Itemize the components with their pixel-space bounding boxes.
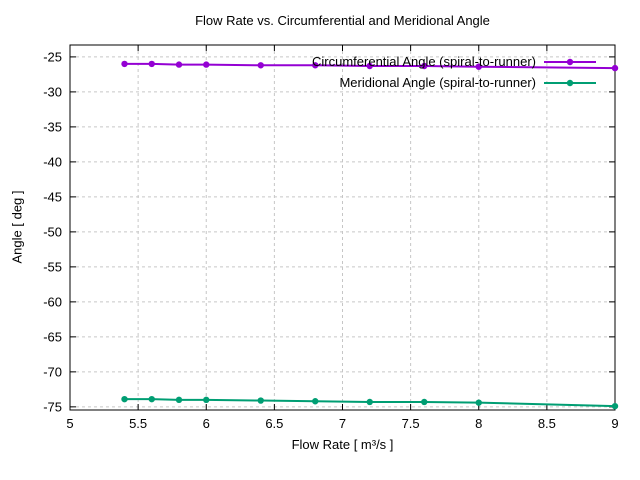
series-point [203, 396, 210, 404]
y-tick-label: -45 [43, 189, 62, 204]
legend-item: Circumferential Angle (spiral-to-runner) [312, 51, 596, 72]
y-tick-label: -70 [43, 364, 62, 379]
y-tick-label: -25 [43, 49, 62, 64]
x-tick-label: 5.5 [129, 416, 147, 431]
x-tick-label: 6.5 [265, 416, 283, 431]
series-point [203, 61, 210, 68]
series-point [611, 64, 619, 72]
legend-label: Circumferential Angle (spiral-to-runner) [312, 54, 536, 69]
y-axis-label: Angle [ deg ] [9, 190, 25, 264]
series-point [148, 395, 155, 403]
x-tick-label: 8.5 [538, 416, 556, 431]
series-point [312, 62, 319, 69]
series-point [366, 398, 373, 406]
y-tick-label: -55 [43, 259, 62, 274]
y-tick-label: -40 [43, 154, 62, 169]
legend: Circumferential Angle (spiral-to-runner)… [312, 51, 596, 93]
y-tick-label: -35 [43, 119, 62, 134]
series-point [475, 399, 482, 406]
legend-label: Meridional Angle (spiral-to-runner) [339, 75, 536, 90]
x-tick-label: 7 [339, 416, 346, 431]
series-point [257, 397, 264, 404]
chart-title: Flow Rate vs. Circumferential and Meridi… [195, 13, 490, 28]
series-point [366, 62, 373, 70]
y-tick-label: -30 [43, 84, 62, 99]
y-tick-label: -65 [43, 329, 62, 344]
series-point [148, 60, 155, 68]
y-tick-label: -75 [43, 399, 62, 414]
x-tick-label: 7.5 [402, 416, 420, 431]
legend-item: Meridional Angle (spiral-to-runner) [312, 72, 596, 93]
x-tick-label: 6 [203, 416, 210, 431]
legend-line-sample [544, 58, 596, 65]
series-point [475, 63, 482, 70]
x-axis-label: Flow Rate [ m³/s ] [291, 437, 394, 452]
series-point [121, 395, 128, 403]
series-line [124, 62, 616, 70]
series-point [421, 62, 428, 70]
series-point [421, 398, 428, 406]
series-point [257, 62, 264, 69]
series-point [611, 402, 619, 410]
y-tick-label: -50 [43, 224, 62, 239]
x-tick-label: 5 [66, 416, 73, 431]
series-point [175, 396, 183, 404]
x-tick-label: 8 [475, 416, 482, 431]
y-tick-label: -60 [43, 294, 62, 309]
series-line [124, 398, 616, 408]
x-tick-label: 9 [611, 416, 618, 431]
legend-line-sample [544, 79, 596, 86]
series-point [175, 61, 183, 68]
series-point [312, 398, 319, 405]
series-point [121, 60, 128, 68]
